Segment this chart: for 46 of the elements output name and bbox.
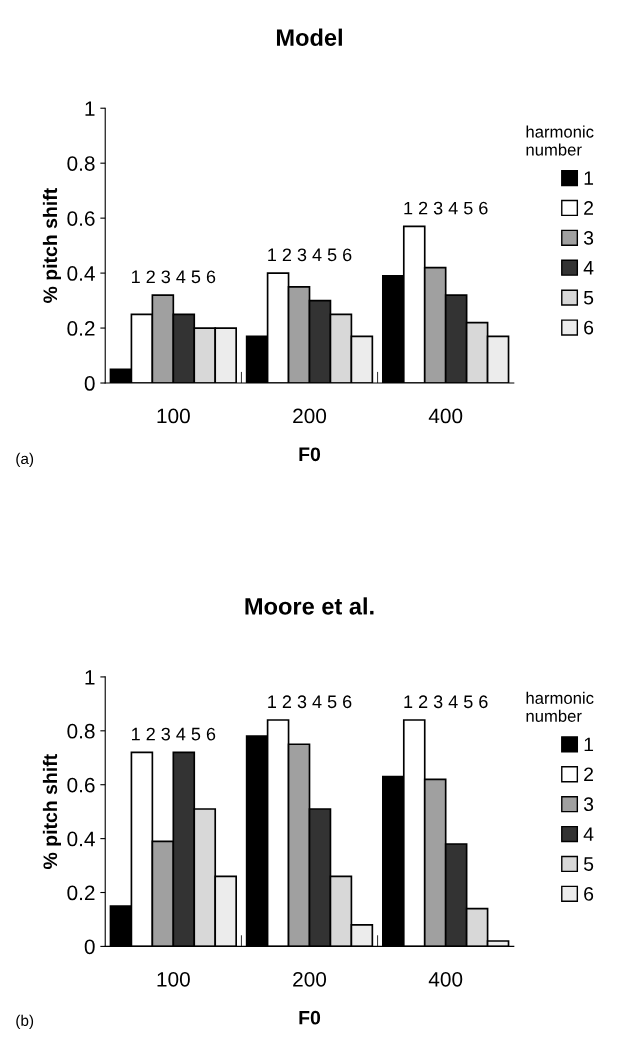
y-tick-label: 0.6	[67, 777, 95, 793]
y-axis-title: % pitch shift	[42, 188, 61, 303]
legend-label: 6	[584, 887, 594, 901]
annotation: 1 2 3 4 5 6	[404, 695, 488, 709]
y-tick-label: 1	[85, 101, 95, 116]
annotation: 1 2 3 4 5 6	[268, 248, 352, 262]
chart-title: Model	[276, 28, 342, 46]
x-tick-label: 400	[428, 408, 463, 424]
x-tick-label: 100	[157, 408, 190, 424]
chart-title: Moore et al.	[245, 597, 374, 615]
y-tick-label: 0.2	[67, 885, 95, 901]
legend-label: 1	[584, 737, 594, 752]
text: (b)	[16, 1014, 34, 1029]
text: (a)	[16, 452, 34, 468]
annotation: 1 2 3 4 5 6	[404, 201, 488, 215]
annotation: 1 2 3 4 5 6	[132, 727, 216, 741]
y-tick-label: 0.4	[67, 266, 95, 281]
x-tick-label: 400	[428, 971, 463, 987]
legend-label: 3	[583, 797, 594, 812]
y-tick-label: 0	[84, 376, 95, 391]
annotation: 1 2 3 4 5 6	[268, 695, 352, 709]
legend-label: 4	[583, 261, 594, 275]
legend-title: harmonic number	[526, 125, 594, 156]
legend-label: 4	[583, 827, 594, 841]
legend-label: 5	[583, 857, 594, 871]
legend-label: 2	[584, 201, 593, 215]
y-tick-label: 0.2	[67, 321, 95, 336]
y-tick-label: 0.6	[67, 211, 95, 226]
legend-label: 3	[583, 231, 594, 245]
legend-label: 6	[584, 320, 594, 335]
y-tick-label: 0.8	[67, 156, 95, 171]
y-axis-title: % pitch shift	[42, 754, 61, 869]
y-tick-label: 0.4	[67, 831, 95, 847]
legend-label: 5	[583, 291, 594, 305]
legend-title: harmonic number	[526, 691, 594, 722]
x-axis-title: F0	[299, 1010, 321, 1025]
legend-label: 1	[584, 171, 594, 185]
x-tick-label: 100	[157, 971, 190, 987]
x-tick-label: 200	[293, 408, 327, 424]
x-tick-label: 200	[293, 971, 327, 987]
x-axis-title: F0	[299, 447, 321, 462]
y-tick-label: 0.8	[67, 723, 95, 739]
y-tick-label: 1	[85, 670, 95, 685]
y-tick-label: 0	[84, 939, 95, 955]
annotation: 1 2 3 4 5 6	[132, 270, 216, 284]
legend-label: 2	[584, 767, 593, 781]
